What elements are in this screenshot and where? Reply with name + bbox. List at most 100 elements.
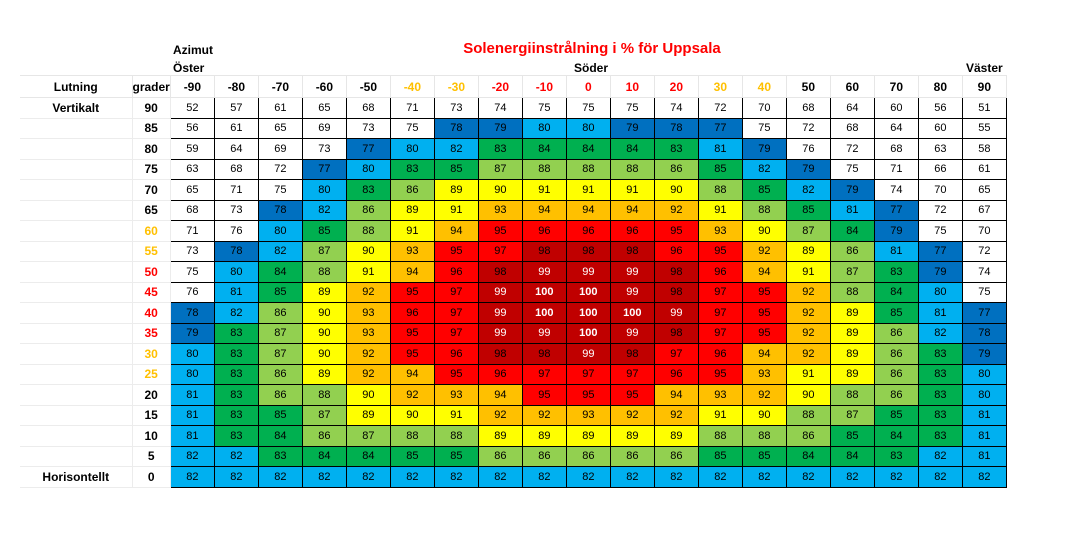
cell-tilt40-az10[interactable]: 100 [609,302,655,324]
cell-tilt0-az30[interactable]: 82 [697,466,743,488]
cell-tilt55-az-40[interactable]: 93 [389,240,435,262]
cell-tilt75-az60[interactable]: 75 [829,158,875,180]
cell-tilt0-az-80[interactable]: 82 [213,466,259,488]
cell-tilt25-az-40[interactable]: 94 [389,363,435,385]
cell-tilt25-az-90[interactable]: 80 [169,363,215,385]
cell-tilt55-az-30[interactable]: 95 [433,240,479,262]
cell-tilt85-az0[interactable]: 80 [565,117,611,139]
cell-tilt65-az-20[interactable]: 93 [477,199,523,221]
cell-tilt15-az10[interactable]: 92 [609,404,655,426]
cell-tilt80-az60[interactable]: 72 [829,138,875,160]
cell-tilt40-az-90[interactable]: 78 [169,302,215,324]
cell-tilt75-az-70[interactable]: 72 [257,158,303,180]
cell-tilt45-az-90[interactable]: 76 [169,281,215,303]
cell-tilt30-az80[interactable]: 83 [917,343,963,365]
cell-tilt70-az90[interactable]: 65 [961,179,1007,201]
cell-tilt5-az40[interactable]: 85 [741,445,787,467]
cell-tilt15-az30[interactable]: 91 [697,404,743,426]
cell-tilt35-az0[interactable]: 100 [565,322,611,344]
cell-tilt10-az10[interactable]: 89 [609,425,655,447]
cell-tilt55-az60[interactable]: 86 [829,240,875,262]
cell-tilt15-az70[interactable]: 85 [873,404,919,426]
cell-tilt50-az30[interactable]: 96 [697,261,743,283]
cell-tilt15-az20[interactable]: 92 [653,404,699,426]
cell-tilt65-az60[interactable]: 81 [829,199,875,221]
cell-tilt40-az-20[interactable]: 99 [477,302,523,324]
azimuth-header-80[interactable]: 80 [917,75,963,98]
cell-tilt75-az70[interactable]: 71 [873,158,919,180]
cell-tilt10-az-60[interactable]: 86 [301,425,347,447]
cell-tilt45-az-70[interactable]: 85 [257,281,303,303]
azimuth-header--60[interactable]: -60 [301,75,347,98]
cell-tilt5-az-30[interactable]: 85 [433,445,479,467]
cell-tilt80-az-10[interactable]: 84 [521,138,567,160]
cell-tilt85-az80[interactable]: 60 [917,117,963,139]
cell-tilt90-az10[interactable]: 75 [609,97,655,119]
cell-tilt25-az-50[interactable]: 92 [345,363,391,385]
cell-tilt70-az30[interactable]: 88 [697,179,743,201]
cell-tilt90-az40[interactable]: 70 [741,97,787,119]
cell-tilt50-az80[interactable]: 79 [917,261,963,283]
cell-tilt10-az-30[interactable]: 88 [433,425,479,447]
cell-tilt80-az20[interactable]: 83 [653,138,699,160]
cell-tilt55-az90[interactable]: 72 [961,240,1007,262]
cell-tilt75-az80[interactable]: 66 [917,158,963,180]
cell-tilt45-az-30[interactable]: 97 [433,281,479,303]
cell-tilt55-az70[interactable]: 81 [873,240,919,262]
cell-tilt45-az-60[interactable]: 89 [301,281,347,303]
cell-tilt5-az-20[interactable]: 86 [477,445,523,467]
cell-tilt35-az90[interactable]: 78 [961,322,1007,344]
cell-tilt0-az-20[interactable]: 82 [477,466,523,488]
cell-tilt35-az40[interactable]: 95 [741,322,787,344]
cell-tilt5-az70[interactable]: 83 [873,445,919,467]
tilt-label-85[interactable]: 85 [132,118,171,139]
cell-tilt60-az80[interactable]: 75 [917,220,963,242]
cell-tilt65-az70[interactable]: 77 [873,199,919,221]
cell-tilt15-az90[interactable]: 81 [961,404,1007,426]
cell-tilt75-az50[interactable]: 79 [785,158,831,180]
cell-tilt10-az0[interactable]: 89 [565,425,611,447]
cell-tilt5-az-10[interactable]: 86 [521,445,567,467]
cell-tilt50-az-60[interactable]: 88 [301,261,347,283]
azimuth-header-60[interactable]: 60 [829,75,875,98]
cell-tilt25-az-20[interactable]: 96 [477,363,523,385]
cell-tilt20-az-60[interactable]: 88 [301,384,347,406]
cell-tilt50-az-40[interactable]: 94 [389,261,435,283]
cell-tilt30-az-70[interactable]: 87 [257,343,303,365]
cell-tilt90-az-50[interactable]: 68 [345,97,391,119]
tilt-label-70[interactable]: 70 [132,179,171,201]
cell-tilt65-az-90[interactable]: 68 [169,199,215,221]
cell-tilt80-az30[interactable]: 81 [697,138,743,160]
cell-tilt35-az-80[interactable]: 83 [213,322,259,344]
cell-tilt65-az10[interactable]: 94 [609,199,655,221]
cell-tilt30-az-80[interactable]: 83 [213,343,259,365]
cell-tilt45-az-20[interactable]: 99 [477,281,523,303]
cell-tilt5-az10[interactable]: 86 [609,445,655,467]
cell-tilt5-az50[interactable]: 84 [785,445,831,467]
cell-tilt70-az10[interactable]: 91 [609,179,655,201]
azimuth-header--20[interactable]: -20 [477,75,523,98]
cell-tilt0-az-50[interactable]: 82 [345,466,391,488]
cell-tilt85-az-50[interactable]: 73 [345,117,391,139]
cell-tilt85-az-80[interactable]: 61 [213,117,259,139]
cell-tilt20-az-90[interactable]: 81 [169,384,215,406]
cell-tilt10-az40[interactable]: 88 [741,425,787,447]
cell-tilt70-az-80[interactable]: 71 [213,179,259,201]
cell-tilt60-az-60[interactable]: 85 [301,220,347,242]
cell-tilt60-az90[interactable]: 70 [961,220,1007,242]
cell-tilt50-az10[interactable]: 99 [609,261,655,283]
tilt-label-20[interactable]: 20 [132,384,171,406]
tilt-label-5[interactable]: 5 [132,446,171,467]
cell-tilt50-az0[interactable]: 99 [565,261,611,283]
cell-tilt30-az-40[interactable]: 95 [389,343,435,365]
cell-tilt90-az30[interactable]: 72 [697,97,743,119]
tilt-label-10[interactable]: 10 [132,425,171,447]
cell-tilt85-az30[interactable]: 77 [697,117,743,139]
cell-tilt80-az-50[interactable]: 77 [345,138,391,160]
cell-tilt35-az20[interactable]: 98 [653,322,699,344]
cell-tilt90-az-10[interactable]: 75 [521,97,567,119]
cell-tilt50-az90[interactable]: 74 [961,261,1007,283]
cell-tilt5-az20[interactable]: 86 [653,445,699,467]
cell-tilt0-az10[interactable]: 82 [609,466,655,488]
cell-tilt50-az-70[interactable]: 84 [257,261,303,283]
